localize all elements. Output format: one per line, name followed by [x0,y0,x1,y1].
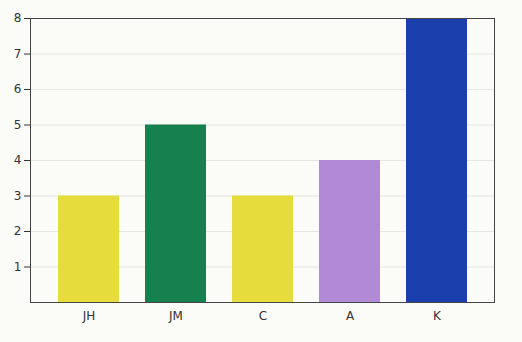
svg-text:5: 5 [14,118,22,132]
svg-text:K: K [433,309,442,323]
svg-text:3: 3 [14,189,22,203]
svg-text:8: 8 [14,11,22,25]
svg-text:JH: JH [82,309,96,323]
svg-text:C: C [259,309,267,323]
svg-text:4: 4 [14,153,22,167]
svg-text:1: 1 [14,260,22,274]
svg-text:JM: JM [168,309,183,323]
svg-text:6: 6 [14,82,22,96]
svg-text:7: 7 [14,47,22,61]
svg-text:A: A [346,309,355,323]
svg-text:2: 2 [14,224,22,238]
